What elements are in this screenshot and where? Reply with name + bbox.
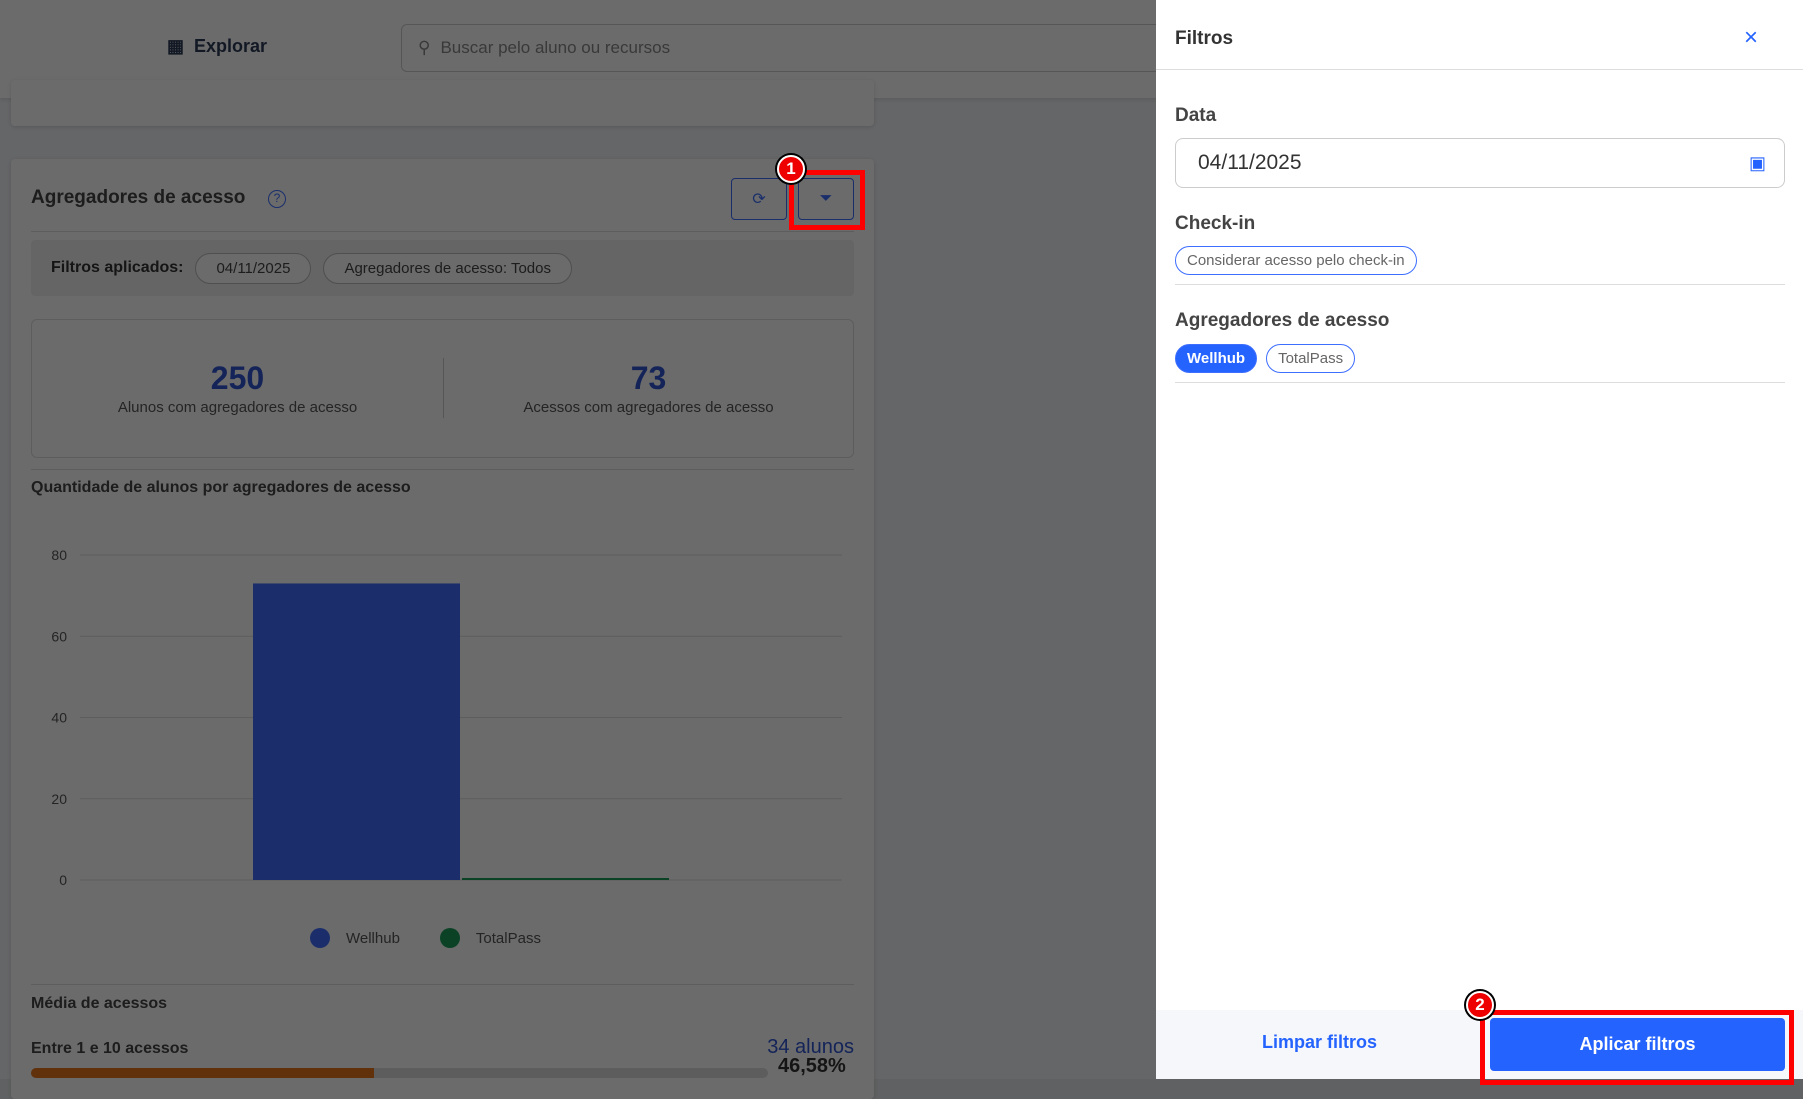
range-count[interactable]: 34 alunos <box>767 1036 854 1058</box>
legend-dot <box>310 928 330 948</box>
aggregator-chip-wellhub[interactable]: Wellhub <box>1175 344 1258 373</box>
y-tick-label: 80 <box>51 547 67 563</box>
stat-label: Acessos com agregadores de acesso <box>523 399 774 416</box>
y-tick-label: 20 <box>51 791 67 807</box>
close-icon[interactable]: × <box>1744 24 1759 51</box>
date-value: 04/11/2025 <box>1198 151 1302 174</box>
divider <box>31 469 854 470</box>
date-input[interactable]: 04/11/2025 ▣ <box>1175 138 1785 188</box>
chart-legend: Wellhub TotalPass <box>310 928 541 948</box>
calendar-icon[interactable]: ▣ <box>1748 152 1766 173</box>
legend-label: TotalPass <box>475 929 541 947</box>
legend-label: Wellhub <box>346 929 400 947</box>
refresh-button[interactable]: ⟳ <box>731 178 787 220</box>
stat-accesses: 73 Acessos com agregadores de acesso <box>443 320 854 416</box>
bar-totalpass <box>462 878 669 880</box>
panel-footer: Limpar filtros Aplicar filtros <box>1156 1010 1803 1079</box>
date-label: Data <box>1175 105 1217 126</box>
divider <box>1175 382 1785 383</box>
stats-box: 250 Alunos com agregadores de acesso 73 Ac… <box>31 319 854 458</box>
step-badge: 2 <box>1466 991 1494 1019</box>
previous-card <box>11 80 874 126</box>
search-placeholder: Buscar pelo aluno ou recursos <box>440 38 671 57</box>
range-progress-fill <box>31 1068 375 1078</box>
filter-icon: ⏷ <box>819 190 833 207</box>
step-badge: 1 <box>777 155 805 183</box>
average-title: Média de acessos <box>31 995 168 1012</box>
divider <box>1156 69 1803 70</box>
filter-button[interactable]: ⏷ <box>798 178 854 220</box>
checkin-chip[interactable]: Considerar acesso pelo check-in <box>1175 246 1417 275</box>
stat-value: 73 <box>630 360 667 396</box>
apply-filters-button[interactable]: Aplicar filtros <box>1490 1018 1785 1071</box>
applied-filter-chip: 04/11/2025 <box>195 252 312 284</box>
explore-button[interactable]: ▦ Explorar <box>167 36 267 57</box>
divider <box>1175 284 1785 285</box>
filters-panel: Filtros × Data 04/11/2025 ▣ Check-in Con… <box>1156 0 1803 1079</box>
range-progress-bar <box>31 1068 768 1078</box>
bar-wellhub <box>253 583 460 880</box>
bar-chart: 0 20 40 60 80 <box>51 547 842 888</box>
search-icon: ⚲ <box>418 38 431 57</box>
checkin-label: Check-in <box>1175 213 1256 234</box>
stat-value: 250 <box>210 360 265 396</box>
legend-item-wellhub[interactable]: Wellhub <box>310 928 400 948</box>
search-input[interactable]: ⚲ Buscar pelo aluno ou recursos <box>401 24 1161 72</box>
stat-students: 250 Alunos com agregadores de acesso <box>32 320 443 416</box>
stat-label: Alunos com agregadores de acesso <box>117 399 358 416</box>
y-tick-label: 40 <box>51 710 67 726</box>
refresh-icon: ⟳ <box>752 191 766 208</box>
applied-filters-label: Filtros aplicados: <box>51 259 184 276</box>
clear-filters-button[interactable]: Limpar filtros <box>1262 1032 1378 1052</box>
aggregator-chip-totalpass[interactable]: TotalPass <box>1266 344 1356 373</box>
y-tick-label: 60 <box>51 628 67 644</box>
aggregators-label: Agregadores de acesso <box>1175 310 1390 331</box>
legend-item-totalpass[interactable]: TotalPass <box>439 928 541 948</box>
legend-dot <box>439 928 460 948</box>
divider <box>443 358 444 418</box>
y-tick-label: 0 <box>59 872 67 888</box>
range-percent: 46,58% <box>778 1055 846 1077</box>
explore-label: Explorar <box>194 36 268 56</box>
panel-title: Filtros <box>1175 28 1234 49</box>
range-label: Entre 1 e 10 acessos <box>31 1040 189 1057</box>
divider <box>31 231 854 232</box>
applied-filters-bar: Filtros aplicados: 04/11/2025 Agregadore… <box>31 240 854 296</box>
divider <box>31 984 854 985</box>
card-title: Agregadores de acesso <box>31 187 246 208</box>
chart-title: Quantidade de alunos por agregadores de … <box>31 479 411 496</box>
grid-icon: ▦ <box>167 36 185 56</box>
help-icon[interactable]: ? <box>268 190 286 208</box>
applied-filter-chip: Agregadores de acesso: Todos <box>323 252 572 284</box>
